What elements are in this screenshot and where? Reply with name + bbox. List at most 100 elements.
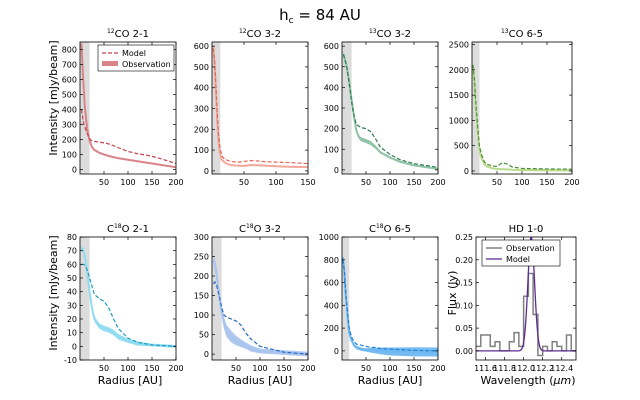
y-tick-label: 400 [194, 84, 209, 93]
x-tick-label: 50 [239, 178, 249, 187]
y-tick-label: 0 [204, 167, 209, 176]
x-tick-label: 111.6 [474, 364, 497, 373]
x-tick-label: 200 [168, 178, 183, 187]
legend-model-label: Model [122, 49, 146, 58]
y-tick-label: 600 [194, 42, 209, 51]
y-tick-label: 400 [62, 106, 77, 115]
y-tick-label: 100 [194, 146, 209, 155]
axes-frame [211, 41, 309, 175]
y-tick-label: 600 [324, 279, 339, 288]
x-tick-label: 50 [99, 364, 109, 373]
model-line [80, 109, 176, 165]
y-tick-label: 80 [67, 233, 77, 242]
y-tick-label: 30 [67, 301, 77, 310]
inner-region-shade [342, 42, 352, 174]
x-tick-label: 150 [144, 178, 159, 187]
y-tick-label: 1000 [319, 233, 339, 242]
x-tick-label: 50 [492, 178, 502, 187]
x-tick-label: 50 [99, 178, 109, 187]
y-tick-label: 300 [194, 105, 209, 114]
observation-band [213, 43, 308, 168]
xlabel-radius-1: Radius [AU] [98, 374, 163, 387]
y-tick-label: 500 [324, 63, 339, 72]
y-tick-label: 500 [454, 142, 469, 151]
model-line [212, 280, 308, 355]
observation-line [80, 247, 176, 348]
inner-region-shade [212, 237, 222, 360]
y-tick-label: 0 [72, 166, 77, 175]
y-tick-label: 0.05 [455, 324, 473, 333]
y-tick-label: 400 [324, 301, 339, 310]
data-layer [342, 254, 438, 357]
observation-line [212, 46, 308, 169]
x-tick-label: 112.2 [531, 364, 554, 373]
panel-title: 12CO 2-1 [107, 28, 149, 40]
y-tick-label: 200 [324, 324, 339, 333]
panel-c18o21: 50 100 150 200 -10 0 10 20 30 40 50 60 70 80 C18O 2-1 [64, 223, 184, 373]
xlabel-radius-3: Radius [AU] [358, 374, 423, 387]
y-tick-label: 50 [199, 331, 209, 340]
panel-c18o65: 50 100 150 200 0 200 400 600 800 1000 C18O 6-5 [319, 223, 446, 373]
y-tick-label: 0.25 [455, 233, 473, 242]
observation-line [472, 67, 572, 172]
y-tick-label: 0.15 [455, 279, 473, 288]
y-tick-label: 700 [62, 61, 77, 70]
xlabel-radius-2: Radius [AU] [228, 374, 293, 387]
data-layer [212, 43, 308, 169]
y-tick-label: 200 [324, 125, 339, 134]
x-tick-label: 112.0 [512, 364, 535, 373]
data-layer [212, 257, 308, 357]
legend-box [481, 239, 561, 267]
observation-band [343, 51, 438, 170]
x-tick-label: 100 [268, 178, 283, 187]
y-tick-label: 150 [194, 292, 209, 301]
y-tick-label: 0 [72, 342, 77, 351]
data-layer [342, 51, 438, 170]
observation-line [212, 260, 308, 356]
panel-c18o32: 50 100 150 200 0 50 100 150 200 250 300 C18O 3-2 [194, 223, 316, 373]
y-tick-label: 0 [334, 347, 339, 356]
x-tick-label: 100 [252, 364, 267, 373]
y-tick-label: 0 [464, 167, 469, 176]
y-tick-label: 40 [67, 288, 77, 297]
y-tick-label: 200 [62, 136, 77, 145]
y-tick-label: 100 [194, 311, 209, 320]
panel-co21: 50 100 150 200 0 100 200 300 400 500 600 700 800 12CO… [62, 28, 184, 187]
y-tick-label: 100 [62, 151, 77, 160]
model-line [342, 259, 438, 352]
panel-title: C18O 6-5 [369, 223, 411, 235]
ylabel-bottom: Intensity [mJy/beam] [47, 235, 60, 350]
xlabel-wavelength: Wavelength (μm) [480, 374, 575, 387]
observation-line [80, 43, 176, 169]
x-tick-label: 150 [300, 178, 315, 187]
axes-frame [475, 236, 577, 361]
y-tick-label: 300 [324, 104, 339, 113]
panel-title: HD 1-0 [509, 224, 544, 235]
model-line [342, 54, 438, 168]
y-tick-label: 300 [194, 233, 209, 242]
x-tick-label: 50 [231, 364, 241, 373]
y-tick-label: 1000 [449, 116, 469, 125]
y-tick-label: 0 [204, 350, 209, 359]
inner-region-shade [80, 237, 90, 360]
panel-title: 13CO 6-5 [501, 28, 543, 40]
legend-observation-label: Observation [506, 244, 555, 253]
y-tick-label: 0.10 [455, 301, 473, 310]
data-layer [80, 42, 176, 169]
x-tick-label: 150 [406, 178, 421, 187]
y-tick-label: 10 [67, 329, 77, 338]
data-layer [80, 245, 176, 348]
y-tick-label: -10 [64, 356, 77, 365]
y-tick-label: 600 [324, 42, 339, 51]
y-tick-label: 500 [194, 63, 209, 72]
x-tick-label: 50 [361, 178, 371, 187]
ylabel-top: Intensity [mJy/beam] [47, 40, 60, 155]
x-tick-label: 100 [120, 178, 135, 187]
y-tick-label: 50 [67, 274, 77, 283]
y-tick-label: 500 [62, 91, 77, 100]
y-tick-label: 200 [194, 125, 209, 134]
x-tick-label: 100 [120, 364, 135, 373]
y-tick-label: 300 [62, 121, 77, 130]
y-tick-label: 0 [334, 166, 339, 175]
